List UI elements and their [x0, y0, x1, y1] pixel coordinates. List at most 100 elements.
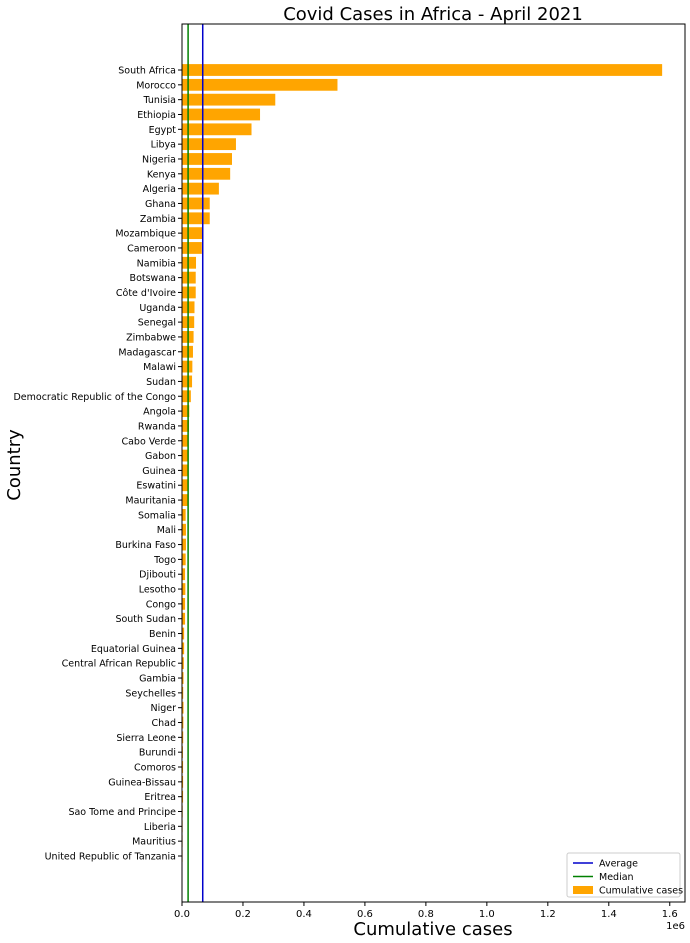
x-tick-label: 0.2: [235, 909, 251, 920]
x-axis: 0.0 0.2 0.4 0.6 0.8 1.0 1.2 1.4 1.6: [174, 902, 678, 920]
y-tick-label: Botswana: [130, 273, 176, 284]
bar: [182, 686, 184, 699]
bar: [182, 405, 190, 417]
x-tick-label: 0.8: [418, 909, 434, 920]
bar: [182, 494, 188, 506]
y-tick-label: Rwanda: [138, 421, 176, 432]
x-tick-label: 1.4: [601, 909, 617, 920]
bar: [182, 420, 190, 432]
bar: [182, 449, 189, 462]
y-tick-label: Guinea: [142, 466, 176, 477]
bars-group: [182, 64, 663, 862]
y-tick-label: Liberia: [144, 822, 176, 833]
bar: [182, 182, 219, 195]
y-tick-label: Mozambique: [115, 229, 176, 240]
y-tick-label: Cameroon: [127, 243, 176, 254]
y-tick-label: South Sudan: [115, 614, 176, 625]
bar: [182, 167, 231, 180]
bar: [182, 523, 186, 536]
y-tick-label: Morocco: [136, 80, 176, 91]
bar: [182, 553, 186, 566]
y-tick-label: Niger: [150, 703, 176, 714]
y-tick-label: Côte d'Ivoire: [116, 288, 176, 299]
x-tick-label: 1.0: [479, 909, 495, 920]
y-tick-label: Uganda: [139, 303, 176, 314]
plot-frame: [181, 23, 686, 903]
y-tick-label: Sierra Leone: [116, 733, 176, 744]
legend-box: [566, 852, 681, 898]
x-tick-label: 0.4: [296, 909, 312, 920]
bar: [182, 627, 185, 640]
bar: [182, 672, 184, 684]
y-tick-label: Gambia: [139, 674, 176, 685]
y-tick-label: Eritrea: [144, 792, 176, 803]
y-tick-label: Zambia: [140, 214, 176, 225]
y-tick-label: Senegal: [138, 318, 176, 329]
y-tick-label: Eswatini: [136, 481, 176, 492]
bar: [182, 93, 276, 106]
y-tick-label: Seychelles: [125, 688, 176, 699]
y-tick-label: Ghana: [145, 199, 176, 210]
y-tick-label: United Republic of Tanzania: [45, 851, 176, 862]
bar: [182, 583, 186, 595]
bar: [182, 375, 193, 388]
y-tick-label: Togo: [153, 555, 176, 566]
bar: [182, 612, 186, 625]
bar: [182, 212, 210, 225]
chart-title: Covid Cases in Africa - April 2021: [283, 4, 583, 25]
bar: [182, 360, 193, 373]
y-tick-label: Kenya: [147, 169, 176, 180]
bar: [182, 390, 191, 403]
y-axis-label: Country: [4, 429, 25, 501]
y-tick-label: Lesotho: [139, 585, 176, 596]
y-tick-label: Mali: [157, 525, 176, 536]
bar: [182, 434, 189, 447]
y-tick-label: Equatorial Guinea: [91, 644, 176, 655]
y-tick-label: Gabon: [145, 451, 176, 462]
bar: [182, 153, 232, 165]
y-tick-label: Mauritius: [132, 837, 176, 848]
y-tick-label: Sudan: [146, 377, 176, 388]
bar: [182, 108, 261, 121]
y-tick-label: Cabo Verde: [121, 436, 176, 447]
legend-label: Median: [599, 872, 634, 883]
y-tick-label: Benin: [149, 629, 176, 640]
y-tick-label: Algeria: [143, 184, 176, 195]
y-tick-labels: South Africa Morocco Tunisia Ethiopia Egypt L…: [13, 66, 182, 862]
x-offset-label: 1e6: [666, 921, 685, 932]
y-tick-label: Guinea-Bissau: [108, 777, 176, 788]
bar: [182, 138, 236, 151]
y-tick-label: Tunisia: [143, 95, 176, 106]
y-tick-label: South Africa: [118, 66, 176, 77]
bar: [182, 642, 185, 655]
bar: [182, 775, 184, 788]
y-tick-label: Madagascar: [118, 347, 176, 358]
y-tick-label: Sao Tome and Principe: [68, 807, 176, 818]
y-tick-label: Nigeria: [142, 154, 176, 165]
bar: [182, 568, 186, 581]
x-tick-label: 1.2: [540, 909, 556, 920]
y-tick-label: Angola: [143, 407, 176, 418]
y-tick-label: Egypt: [149, 125, 177, 136]
y-tick-label: Djibouti: [139, 570, 176, 581]
y-tick-label: Ethiopia: [137, 110, 176, 121]
legend-label: Cumulative cases: [599, 886, 683, 897]
bar: [182, 123, 252, 136]
legend-cases-swatch: [573, 886, 593, 894]
y-tick-label: Zimbabwe: [126, 332, 176, 343]
bar: [182, 716, 184, 729]
bar: [182, 464, 189, 477]
bar: [182, 479, 188, 492]
bar: [182, 227, 203, 240]
legend-label: Average: [599, 859, 638, 870]
bar: [182, 790, 184, 803]
y-tick-label: Democratic Republic of the Congo: [13, 392, 176, 403]
bar: [182, 197, 210, 210]
bar: [182, 701, 184, 714]
y-tick-label: Comoros: [134, 763, 176, 774]
bar: [182, 731, 184, 744]
bar: [182, 271, 196, 284]
y-tick-label: Somalia: [138, 510, 176, 521]
y-tick-label: Congo: [146, 599, 176, 610]
